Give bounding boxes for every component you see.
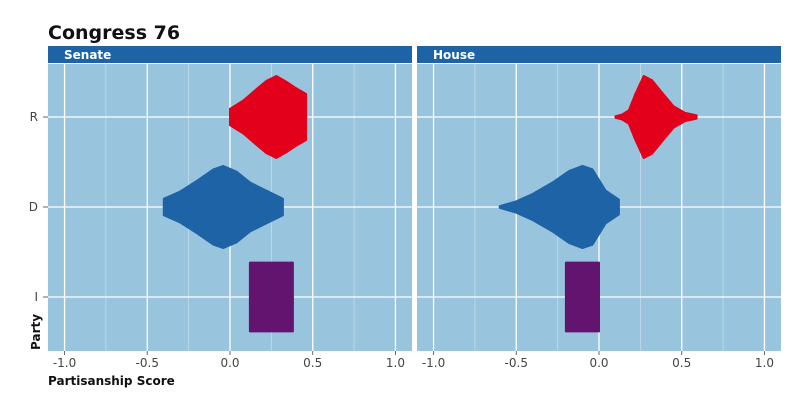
panel-senate: Senate -1.0 -0.5 0.0 0.5 1.0 — [48, 46, 412, 370]
x-axis-title: Partisanship Score — [48, 374, 175, 388]
violin-senate-d — [162, 165, 284, 249]
x-tick-label: 0.5 — [672, 356, 691, 370]
x-tick-label: 0.0 — [589, 356, 608, 370]
x-tick-label: -0.5 — [136, 356, 159, 370]
violin-senate-r — [229, 75, 308, 159]
y-axis: R D I — [29, 110, 48, 304]
facet-strip — [48, 46, 412, 63]
x-tick-label: -0.5 — [505, 356, 528, 370]
x-tick-label: -1.0 — [53, 356, 76, 370]
facet-panels: Senate -1.0 -0.5 0.0 0.5 1.0 House -1.0 -0.5 0.0 0… — [48, 46, 781, 370]
facet-strip-label: Senate — [64, 48, 111, 62]
panel-house: House -1.0 -0.5 0.0 0.5 1.0 — [417, 46, 781, 370]
y-tick-label: D — [29, 200, 38, 214]
x-tick-label: 0.5 — [303, 356, 322, 370]
x-tick-label: -1.0 — [422, 356, 445, 370]
violin-senate-i — [248, 261, 294, 333]
y-tick-label: I — [34, 290, 38, 304]
y-axis-title: Party — [29, 314, 43, 350]
violin-house-i — [564, 261, 600, 333]
violin-house-d — [498, 165, 620, 249]
x-tick-label: 1.0 — [386, 356, 405, 370]
y-tick-label: R — [30, 110, 38, 124]
facet-strip-label: House — [433, 48, 475, 62]
x-tick-label: 0.0 — [220, 356, 239, 370]
chart-title: Congress 76 — [48, 22, 180, 44]
violin-house-r — [614, 75, 698, 159]
x-tick-label: 1.0 — [755, 356, 774, 370]
facet-strip — [417, 46, 781, 63]
